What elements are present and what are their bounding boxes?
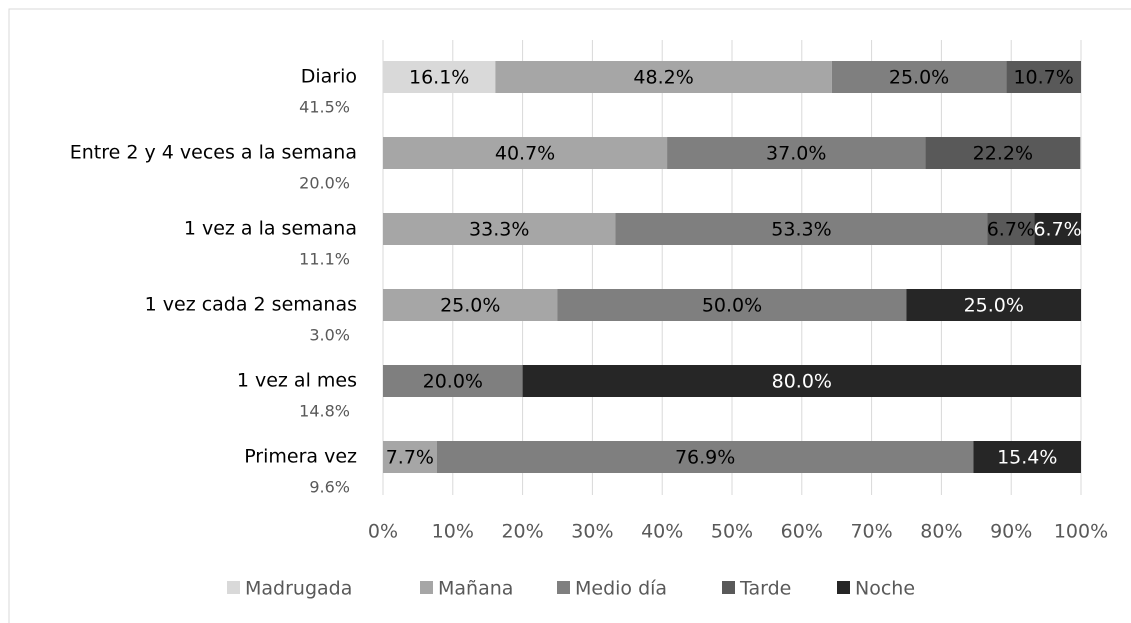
value-label: 37.0% xyxy=(766,143,826,165)
value-label: 22.2% xyxy=(973,143,1033,165)
x-tick-label: 60% xyxy=(781,521,823,543)
bar-segment xyxy=(1006,61,1081,93)
value-label: 25.0% xyxy=(964,295,1024,317)
value-label: 50.0% xyxy=(702,295,762,317)
x-tick-label: 70% xyxy=(850,521,892,543)
x-tick-label: 50% xyxy=(711,521,753,543)
legend-swatch xyxy=(837,581,850,594)
bar-segment xyxy=(667,137,926,169)
bar-segment xyxy=(383,137,668,169)
x-tick-label: 80% xyxy=(920,521,962,543)
legend-swatch xyxy=(227,581,240,594)
bar-segment xyxy=(973,441,1081,473)
legend-text: Tarde xyxy=(739,578,791,600)
value-label: 25.0% xyxy=(440,295,500,317)
category-label: 1 vez cada 2 semanas xyxy=(145,294,357,316)
bar-segment xyxy=(906,289,1081,321)
legend-text: Madrugada xyxy=(245,578,352,600)
legend-swatch xyxy=(722,581,735,594)
legend-text: Noche xyxy=(855,578,915,600)
bar-segment xyxy=(383,441,437,473)
frame xyxy=(8,8,1131,623)
x-tick-label: 20% xyxy=(501,521,543,543)
bar-segment xyxy=(495,61,832,93)
category-label: Entre 2 y 4 veces a la semana xyxy=(70,142,357,164)
value-label: 80.0% xyxy=(772,371,832,393)
value-label: 40.7% xyxy=(495,143,555,165)
value-label: 48.2% xyxy=(633,67,693,89)
legend-text: Mañana xyxy=(438,578,513,600)
value-label: 33.3% xyxy=(469,219,529,241)
x-tick-label: 30% xyxy=(571,521,613,543)
value-label: 6.7% xyxy=(987,219,1035,241)
legend-swatch xyxy=(557,581,570,594)
category-note: 3.0% xyxy=(309,326,350,345)
category-note: 14.8% xyxy=(299,402,350,421)
bar-segment xyxy=(383,365,523,397)
bar-segment xyxy=(831,61,1007,93)
bar-segment xyxy=(1034,213,1081,245)
value-label: 6.7% xyxy=(1033,219,1081,241)
category-note: 20.0% xyxy=(299,174,350,193)
category-label: 1 vez al mes xyxy=(237,370,357,392)
category-label: Primera vez xyxy=(244,446,357,468)
x-tick-label: 100% xyxy=(1054,521,1108,543)
category-label: Diario xyxy=(301,66,357,88)
value-label: 76.9% xyxy=(675,447,735,469)
bar-segment xyxy=(436,441,974,473)
value-label: 53.3% xyxy=(771,219,831,241)
legend-text: Medio día xyxy=(575,578,667,600)
x-tick-label: 0% xyxy=(368,521,398,543)
bar-segment xyxy=(615,213,988,245)
value-label: 25.0% xyxy=(889,67,949,89)
value-label: 16.1% xyxy=(409,67,469,89)
x-tick-label: 90% xyxy=(990,521,1032,543)
category-note: 41.5% xyxy=(299,98,350,117)
bar-segment xyxy=(383,289,558,321)
x-tick-label: 10% xyxy=(432,521,474,543)
bar-segment xyxy=(522,365,1081,397)
value-label: 20.0% xyxy=(423,371,483,393)
category-label: 1 vez a la semana xyxy=(184,218,357,240)
value-label: 7.7% xyxy=(386,447,434,469)
category-note: 11.1% xyxy=(299,250,350,269)
bar-segment xyxy=(383,213,616,245)
bar-segment xyxy=(383,61,496,93)
legend-swatch xyxy=(420,581,433,594)
bar-segment xyxy=(925,137,1081,169)
bar-segment xyxy=(987,213,1035,245)
bar-segment xyxy=(557,289,907,321)
value-label: 10.7% xyxy=(1013,67,1073,89)
category-note: 9.6% xyxy=(309,478,350,497)
x-tick-label: 40% xyxy=(641,521,683,543)
value-label: 15.4% xyxy=(997,447,1057,469)
